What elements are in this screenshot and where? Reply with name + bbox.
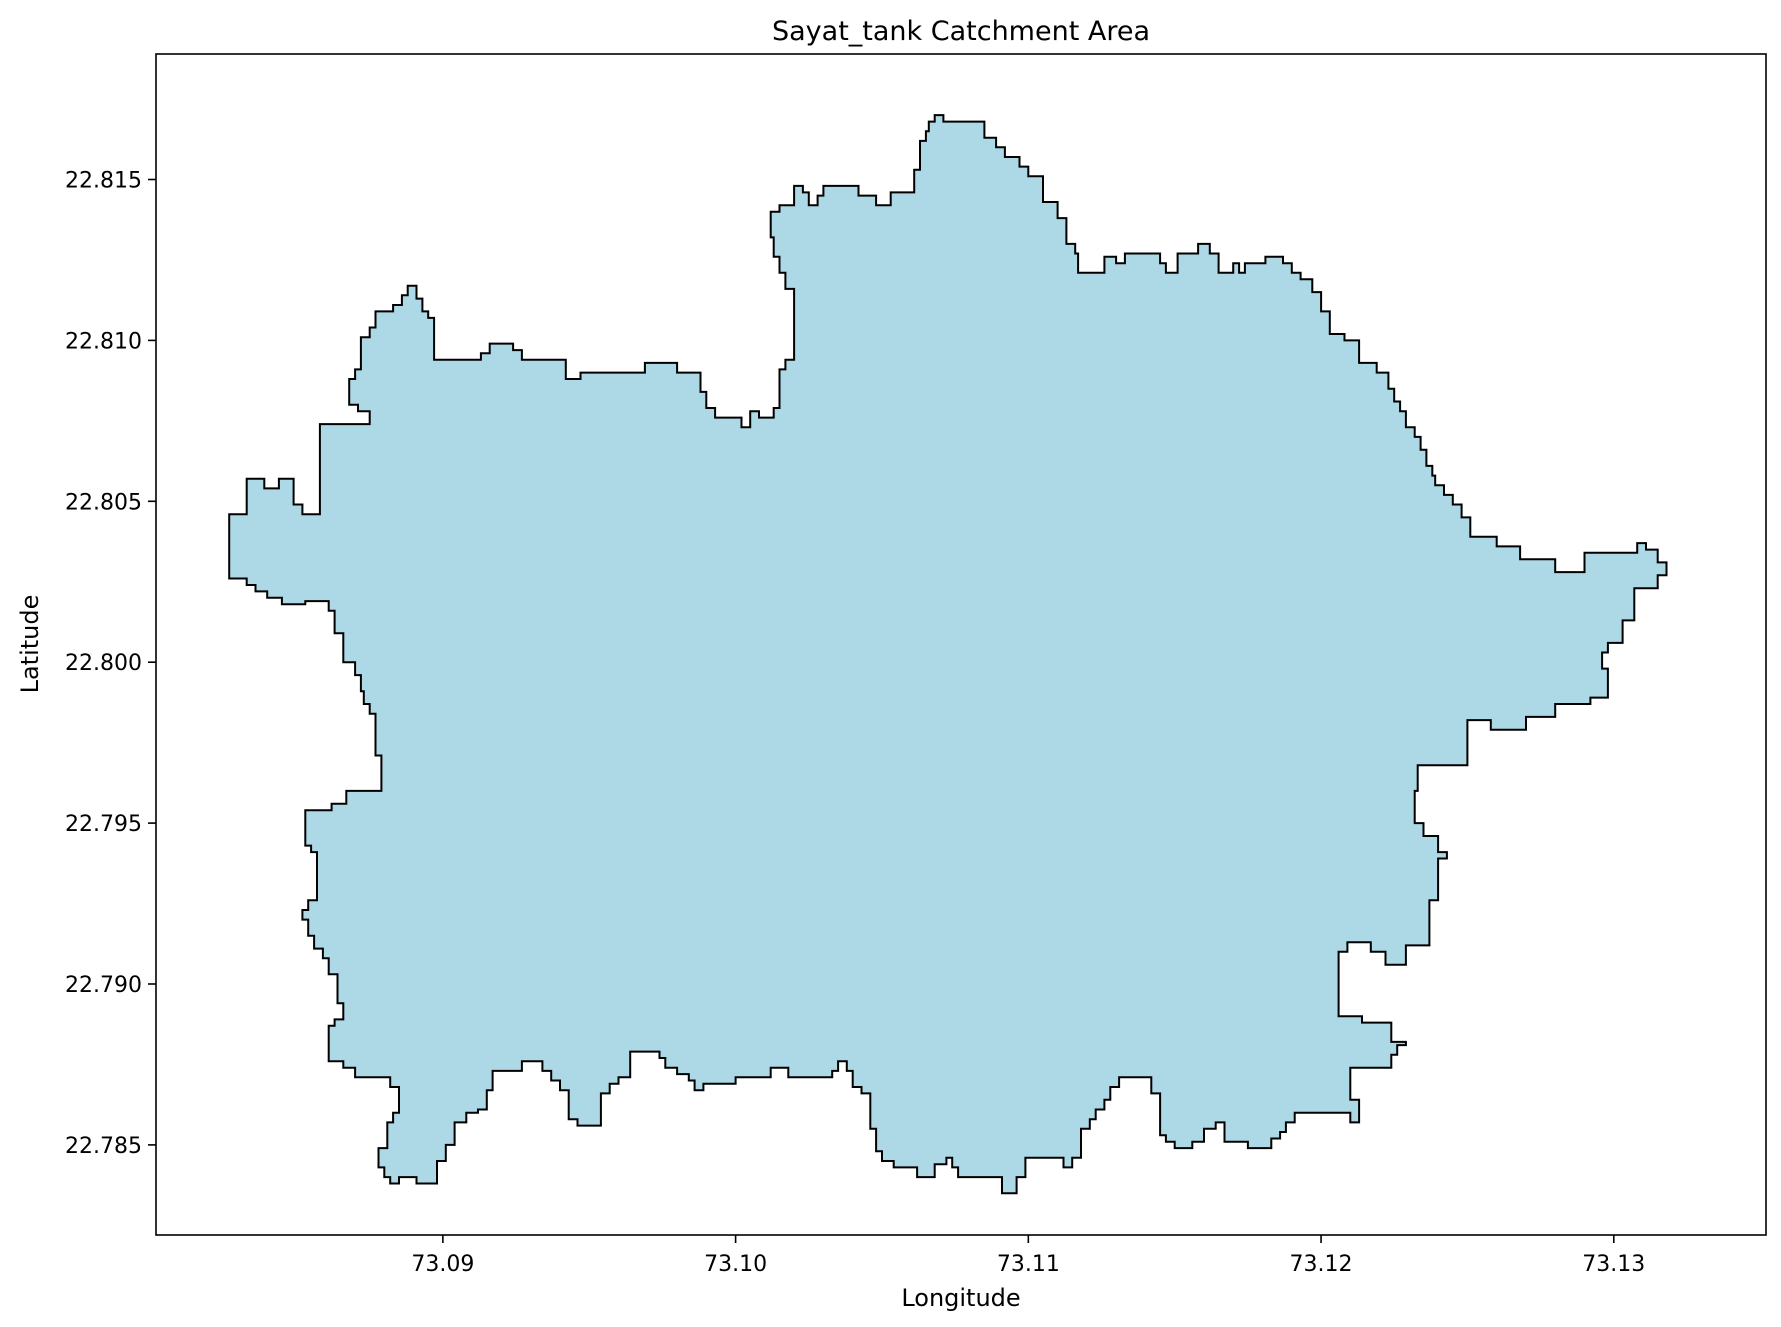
y-axis-label: Latitude [16,595,44,694]
x-tick-label: 73.12 [1290,1252,1353,1277]
catchment-polygon [228,114,1668,1195]
axes-frame [155,53,1767,1236]
y-tick-label: 22.805 [65,490,142,515]
x-tick-label: 73.09 [411,1252,474,1277]
y-tick-label: 22.785 [65,1134,142,1159]
y-tick-label: 22.795 [65,812,142,837]
x-tick-label: 73.13 [1582,1252,1645,1277]
x-tick-label: 73.10 [704,1252,767,1277]
x-axis: 73.09 73.10 73.11 73.12 73.13 [411,1235,1645,1277]
x-axis-label: Longitude [901,1284,1020,1312]
plot-area [228,114,1668,1195]
y-axis: 22.785 22.790 22.795 22.800 22.805 22.810 22.8… [65,169,156,1159]
y-tick-label: 22.790 [65,973,142,998]
y-tick-label: 22.810 [65,329,142,354]
y-tick-label: 22.815 [65,169,142,194]
x-tick-label: 73.11 [997,1252,1060,1277]
y-tick-label: 22.800 [65,651,142,676]
map-title: Sayat_tank Catchment Area [772,16,1150,47]
